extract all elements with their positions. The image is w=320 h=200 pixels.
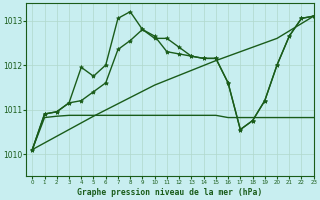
X-axis label: Graphe pression niveau de la mer (hPa): Graphe pression niveau de la mer (hPa) (77, 188, 263, 197)
